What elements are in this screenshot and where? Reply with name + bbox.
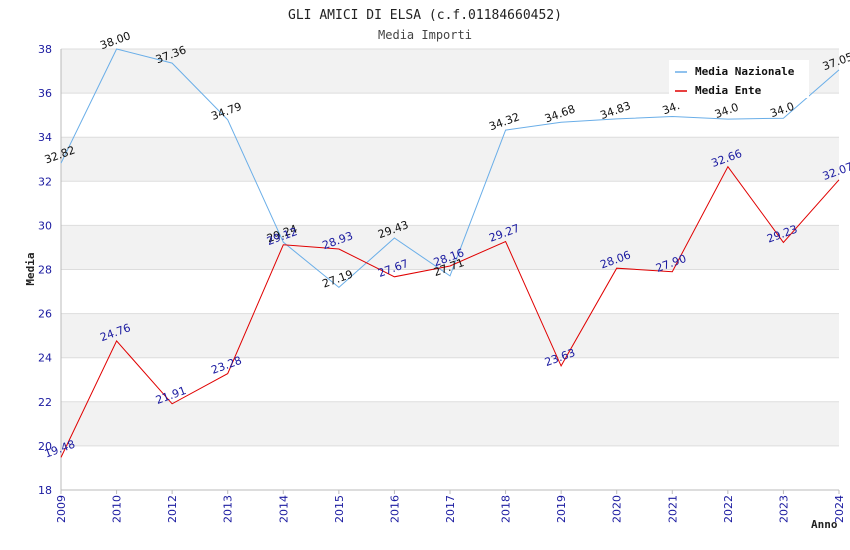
x-tick-label: 2021 <box>666 495 679 523</box>
x-tick-label: 2010 <box>111 495 124 523</box>
series-lines <box>60 48 840 458</box>
data-label: 34.32 <box>487 110 521 133</box>
series-line-ente <box>60 165 840 458</box>
grid-band <box>61 225 839 270</box>
y-tick-label: 28 <box>38 264 52 277</box>
x-tick-label: 2015 <box>333 495 346 523</box>
y-tick-label: 32 <box>38 175 52 188</box>
x-tick-label: 2009 <box>55 495 68 523</box>
y-tick-label: 26 <box>38 308 52 321</box>
x-axis-ticks: 2009 2010 2012 2013 2014 2015 2016 2017 2018 2019… <box>55 490 846 523</box>
grid-band <box>61 137 839 182</box>
data-label: 34.0 <box>768 100 795 121</box>
data-label: 34.79 <box>209 100 243 123</box>
y-tick-label: 30 <box>38 219 52 232</box>
y-tick-label: 18 <box>38 484 52 497</box>
y-tick-label: 34 <box>38 131 52 144</box>
grid-lines <box>60 48 839 491</box>
x-tick-label: 2020 <box>611 495 624 523</box>
y-tick-label: 24 <box>38 352 52 365</box>
x-tick-label: 2016 <box>388 495 401 523</box>
x-tick-label: 2019 <box>555 495 568 523</box>
x-tick-label: 2013 <box>222 495 235 523</box>
grid-band <box>61 313 839 358</box>
x-tick-label: 2023 <box>777 495 790 523</box>
y-tick-label: 22 <box>38 396 52 409</box>
legend: Media Nazionale Media Ente <box>669 60 809 98</box>
x-tick-label: 2014 <box>277 495 290 523</box>
chart-title: GLI AMICI DI ELSA (c.f.01184660452) <box>288 8 562 23</box>
chart-subtitle: Media Importi <box>378 28 472 42</box>
x-axis-label: Anno <box>811 518 838 531</box>
grid-band <box>61 401 839 446</box>
x-tick-label: 2018 <box>500 495 513 523</box>
x-tick-label: 2012 <box>166 495 179 523</box>
x-tick-label: 2022 <box>722 495 735 523</box>
x-tick-label: 2017 <box>444 495 457 523</box>
data-label: 34. <box>661 99 682 117</box>
y-axis-ticks: 18 20 22 24 26 28 30 32 34 36 38 <box>38 43 52 497</box>
y-tick-label: 36 <box>38 87 52 100</box>
data-label: 27.19 <box>321 268 355 291</box>
legend-label-ente: Media Ente <box>695 84 762 97</box>
data-label: 34.0 <box>713 101 740 122</box>
y-tick-label: 38 <box>38 43 52 56</box>
grid-bands <box>61 49 839 446</box>
y-tick-label: 20 <box>38 440 52 453</box>
x-tick-label: 2024 <box>833 495 846 523</box>
y-axis-label: Media <box>24 252 37 285</box>
legend-label-nazionale: Media Nazionale <box>695 65 795 78</box>
legend-box <box>669 60 809 98</box>
